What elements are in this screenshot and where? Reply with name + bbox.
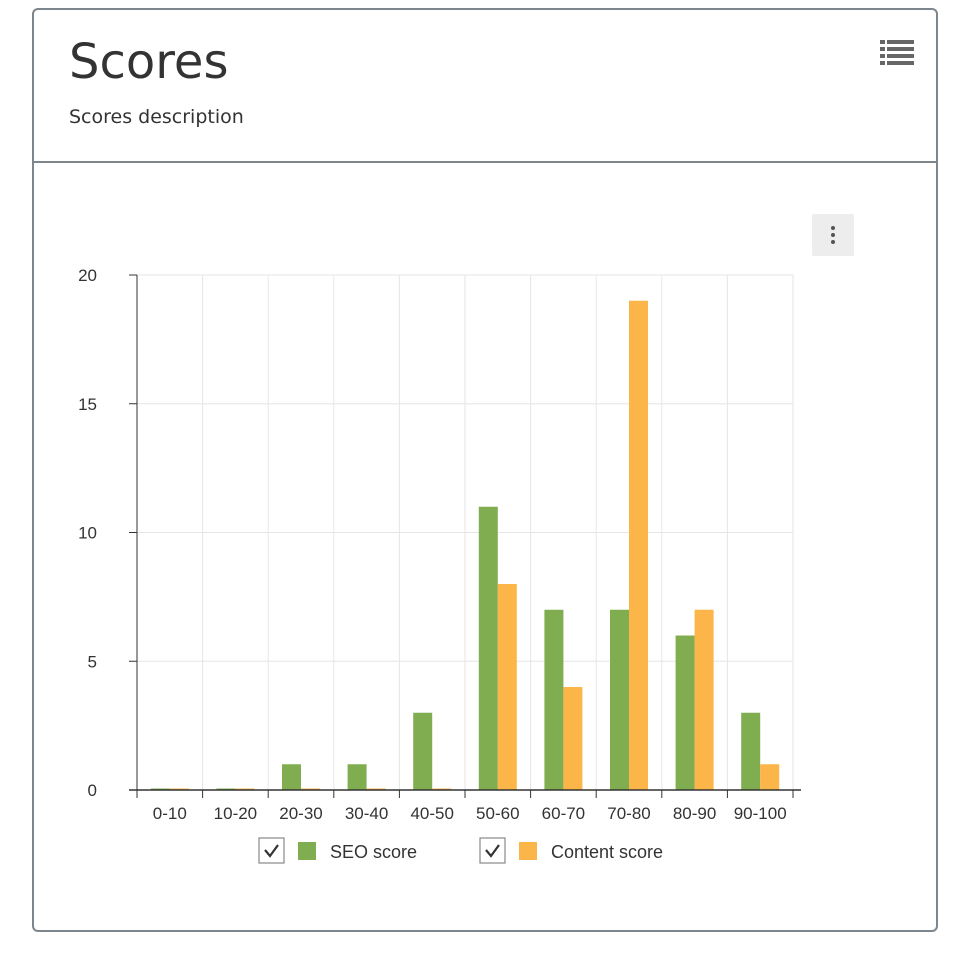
content-score-bar: [694, 609, 714, 790]
chart-bars: [150, 300, 780, 790]
x-tick-label: 30-40: [345, 804, 388, 823]
x-tick-label: 80-90: [673, 804, 716, 823]
seo-score-bar: [544, 609, 564, 790]
x-tick-label: 90-100: [734, 804, 787, 823]
x-tick-label: 70-80: [607, 804, 650, 823]
y-tick-label: 10: [78, 524, 97, 543]
chart-legend: SEO score Content score: [258, 837, 663, 864]
legend-checkbox: [258, 837, 285, 864]
x-tick-label: 60-70: [542, 804, 585, 823]
list-icon[interactable]: [880, 38, 914, 66]
seo-score-bar: [413, 712, 433, 790]
seo-score-bar: [610, 609, 629, 790]
seo-score-bar: [478, 506, 498, 790]
checkmark-icon: [264, 844, 279, 858]
seo-score-bar: [675, 635, 695, 790]
y-tick-label: 15: [78, 395, 97, 414]
x-tick-label: 10-20: [214, 804, 257, 823]
legend-item[interactable]: Content score: [479, 837, 663, 864]
legend-swatch: [519, 842, 537, 860]
seo-score-bar: [741, 712, 761, 790]
chart-grid: [137, 274, 794, 790]
chart-axes: 0 5 10 15 20 0-10 10-20 20-30 30-40 40-50 50-60 60-…: [78, 266, 801, 823]
y-tick-label: 20: [78, 266, 97, 285]
seo-score-bar: [347, 764, 367, 790]
checkmark-icon: [485, 844, 500, 858]
chart-menu-button[interactable]: [812, 214, 854, 256]
legend-checkbox: [479, 837, 506, 864]
content-score-bar: [563, 687, 583, 790]
x-tick-label: 40-50: [410, 804, 453, 823]
content-score-bar: [760, 764, 780, 790]
page-title: Scores: [69, 34, 229, 90]
legend-label: SEO score: [330, 842, 417, 862]
more-vertical-icon: [831, 226, 835, 230]
x-tick-label: 50-60: [476, 804, 519, 823]
legend-swatch: [298, 842, 316, 860]
seo-score-bar: [282, 764, 301, 790]
y-tick-label: 0: [88, 781, 97, 800]
y-tick-label: 5: [88, 652, 97, 671]
legend-item[interactable]: SEO score: [258, 837, 417, 864]
x-tick-label: 0-10: [153, 804, 187, 823]
content-score-bar: [497, 584, 517, 790]
x-tick-label: 20-30: [279, 804, 322, 823]
card-header: Scores Scores description: [34, 10, 936, 163]
legend-label: Content score: [551, 842, 663, 862]
content-score-bar: [629, 300, 648, 790]
card-description: Scores description: [69, 106, 244, 128]
